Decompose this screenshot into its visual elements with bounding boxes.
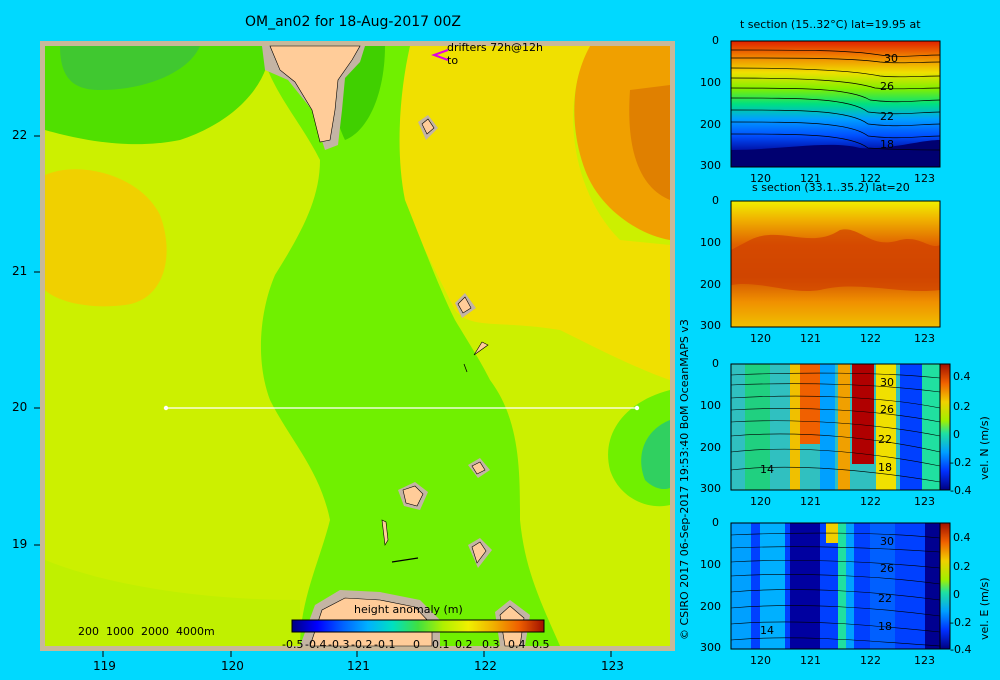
colorbar-label: 0.3 [482, 638, 500, 651]
s-section-title: s section (33.1..35.2) lat=20 [752, 181, 910, 194]
panel3-contour-label: 18 [878, 461, 892, 474]
vel-n-cb-label: 0.4 [953, 370, 971, 383]
vel-n-cb-label: -0.4 [950, 484, 972, 497]
map-y-tick: 21 [12, 264, 28, 278]
colorbar-label: -0.5 [282, 638, 304, 651]
map-y-tick: 20 [12, 400, 28, 414]
panel4-contour-label: 18 [878, 620, 892, 633]
colorbar-label: -0.3 [328, 638, 350, 651]
panel3-x-tick: 122 [860, 495, 881, 508]
colorbar-label: -0.1 [374, 638, 396, 651]
vel-e-cb-label: -0.2 [950, 616, 972, 629]
vel-e-cb-label: -0.4 [950, 643, 972, 656]
map-ticks [34, 135, 612, 657]
credit-text: © CSIRO 2017 06-Sep-2017 19:53:40 BoM Oc… [678, 319, 691, 640]
height-colorbar [291, 619, 545, 633]
panel4-contour-label: 14 [760, 624, 774, 637]
panel3-x-tick: 120 [750, 495, 771, 508]
panel1-x-tick: 123 [914, 172, 935, 185]
panel4-y-tick: 300 [700, 641, 721, 654]
panel3-y-tick: 300 [700, 482, 721, 495]
panel2-x-tick: 122 [860, 332, 881, 345]
panel4-contour-label: 30 [880, 535, 894, 548]
panel1-y-tick: 200 [700, 118, 721, 131]
panel1-contour-label: 26 [880, 80, 894, 93]
depth-scale-legend: 200 1000 2000 4000m [78, 625, 215, 638]
panel2-y-tick: 100 [700, 236, 721, 249]
panel2-x-tick: 120 [750, 332, 771, 345]
vel-n-plot [730, 363, 951, 491]
vel-n-cb-label: 0 [953, 428, 960, 441]
s-section-plot [730, 200, 941, 328]
colorbar-title: height anomaly (m) [354, 603, 463, 616]
colorbar-label: 0.1 [432, 638, 450, 651]
panel2-x-tick: 123 [914, 332, 935, 345]
panel3-contour-label: 26 [880, 403, 894, 416]
panel4-y-tick: 200 [700, 600, 721, 613]
panel2-y-tick: 0 [712, 194, 719, 207]
panel4-y-tick: 100 [700, 558, 721, 571]
drifter-marker-icon [431, 49, 449, 61]
map-y-tick: 19 [12, 537, 28, 551]
vel-n-cb-title: vel. N (m/s) [978, 416, 991, 480]
map-x-tick: 121 [347, 659, 370, 673]
colorbar-label: 0.2 [455, 638, 473, 651]
page-title: OM_an02 for 18-Aug-2017 00Z [245, 14, 461, 30]
vel-e-plot [730, 522, 951, 650]
panel3-y-tick: 200 [700, 441, 721, 454]
panel3-x-tick: 121 [800, 495, 821, 508]
panel1-y-tick: 300 [700, 159, 721, 172]
panel1-contour-label: 18 [880, 138, 894, 151]
t-section-title: t section (15..32°C) lat=19.95 at [740, 18, 921, 31]
map-x-tick: 119 [93, 659, 116, 673]
map-x-tick: 122 [474, 659, 497, 673]
panel3-contour-label: 30 [880, 376, 894, 389]
panel4-contour-label: 22 [878, 592, 892, 605]
panel1-x-tick: 120 [750, 172, 771, 185]
panel3-y-tick: 100 [700, 399, 721, 412]
drifters-label: drifters 72h@12h [447, 41, 544, 54]
map-y-tick: 22 [12, 128, 28, 142]
panel2-x-tick: 121 [800, 332, 821, 345]
map-x-tick: 123 [601, 659, 624, 673]
vel-n-cb-label: 0.2 [953, 400, 971, 413]
panel3-y-tick: 0 [712, 357, 719, 370]
panel2-y-tick: 300 [700, 319, 721, 332]
panel1-contour-label: 30 [884, 52, 898, 65]
panel4-x-tick: 123 [914, 654, 935, 667]
panel4-contour-label: 26 [880, 562, 894, 575]
colorbar-label: 0.4 [508, 638, 526, 651]
colorbar-label: 0 [413, 638, 420, 651]
drifters-sub-label: to [447, 54, 459, 67]
panel1-x-tick: 122 [860, 172, 881, 185]
colorbar-label: -0.4 [305, 638, 327, 651]
panel4-x-tick: 122 [860, 654, 881, 667]
panel4-x-tick: 121 [800, 654, 821, 667]
t-section-plot [730, 40, 941, 168]
colorbar-label: 0.5 [532, 638, 550, 651]
vel-e-cb-title: vel. E (m/s) [978, 577, 991, 640]
map-x-tick: 120 [221, 659, 244, 673]
panel4-y-tick: 0 [712, 516, 719, 529]
vel-e-cb-label: 0.2 [953, 560, 971, 573]
panel1-y-tick: 0 [712, 34, 719, 47]
section-line [163, 405, 640, 411]
panel4-x-tick: 120 [750, 654, 771, 667]
panel2-y-tick: 200 [700, 278, 721, 291]
panel3-contour-label: 22 [878, 433, 892, 446]
panel3-contour-label: 14 [760, 463, 774, 476]
height-anomaly-field [45, 46, 670, 646]
vel-e-cb-label: 0 [953, 588, 960, 601]
panel3-x-tick: 123 [914, 495, 935, 508]
panel1-x-tick: 121 [800, 172, 821, 185]
colorbar-label: -0.2 [351, 638, 373, 651]
panel1-contour-label: 22 [880, 110, 894, 123]
vel-n-cb-label: -0.2 [950, 456, 972, 469]
panel1-y-tick: 100 [700, 76, 721, 89]
vel-e-cb-label: 0.4 [953, 531, 971, 544]
